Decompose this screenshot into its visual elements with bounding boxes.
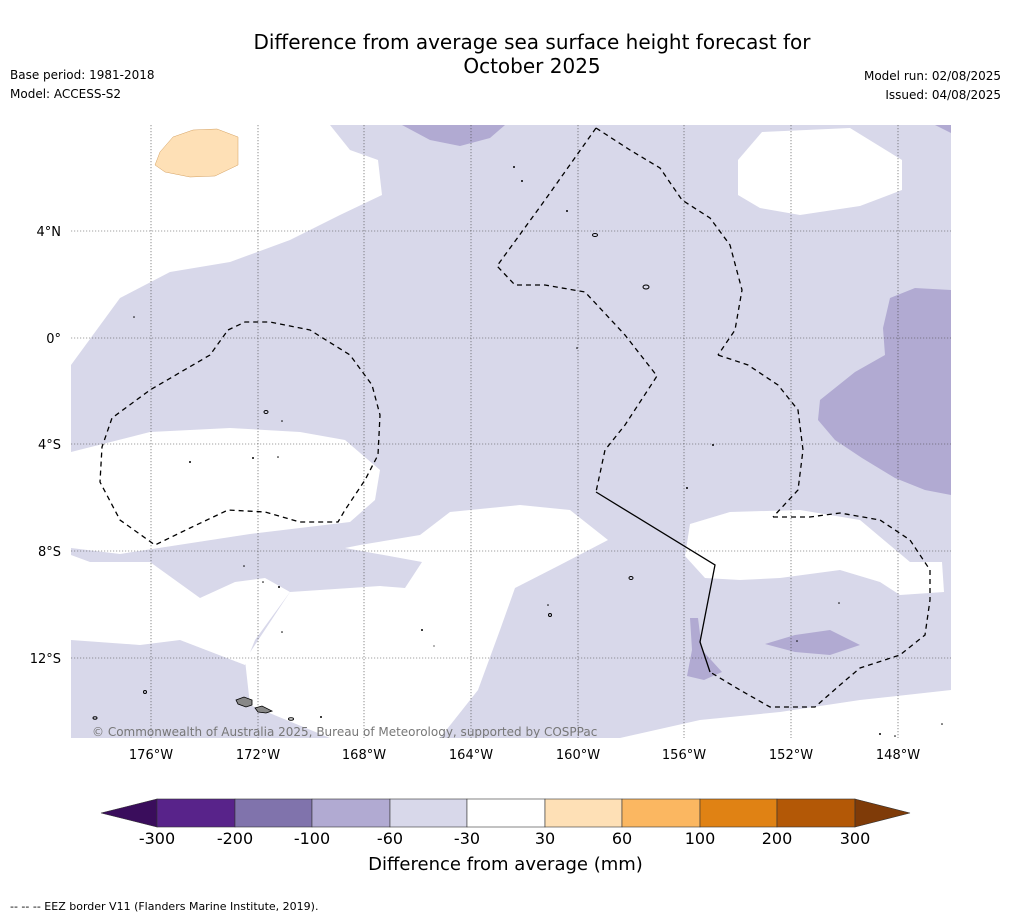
colorbar-label: Difference from average (mm) bbox=[368, 854, 643, 875]
anomaly-region-positive-nw bbox=[154, 128, 239, 178]
colorbar-tick: -200 bbox=[216, 829, 254, 848]
near-average-region-sw bbox=[71, 555, 290, 665]
colorbar-segment bbox=[621, 798, 701, 828]
meta-left: Base period: 1981-2018 Model: ACCESS-S2 bbox=[10, 66, 155, 104]
map-gridlines bbox=[71, 125, 951, 738]
lon-label: 172°W bbox=[236, 748, 280, 763]
island bbox=[548, 613, 552, 617]
lon-label: 148°W bbox=[876, 748, 920, 763]
longitude-labels: 176°W 172°W 168°W 164°W 160°W 156°W 152°… bbox=[129, 748, 920, 763]
colorbar-tick: -100 bbox=[293, 829, 331, 848]
lon-label: 168°W bbox=[342, 748, 386, 763]
colorbar-segment bbox=[156, 798, 236, 828]
title-line-2: October 2025 bbox=[463, 54, 601, 78]
colorbar-extend-high bbox=[854, 798, 911, 828]
colorbar-segment bbox=[776, 798, 856, 828]
colorbar-segment bbox=[699, 798, 778, 828]
lat-label: 12°S bbox=[30, 652, 61, 667]
anomaly-region-medium-north bbox=[402, 125, 505, 146]
issued-date: Issued: 04/08/2025 bbox=[885, 88, 1001, 102]
tiny-islands bbox=[133, 166, 943, 737]
colorbar-segment bbox=[544, 798, 623, 828]
island bbox=[592, 233, 598, 237]
colorbar-tick: -60 bbox=[376, 829, 404, 848]
latitude-labels: 4°N 0° 4°S 8°S 12°S bbox=[30, 225, 61, 667]
near-average-region-ne bbox=[738, 128, 902, 215]
island bbox=[288, 717, 294, 721]
colorbar-segment bbox=[311, 798, 391, 828]
island bbox=[92, 716, 98, 720]
near-average-region-south bbox=[620, 690, 951, 738]
island bbox=[628, 576, 634, 580]
island bbox=[263, 410, 269, 414]
colorbar-tick: 300 bbox=[839, 829, 871, 848]
model-name: Model: ACCESS-S2 bbox=[10, 87, 122, 101]
colorbar-segment bbox=[466, 798, 546, 828]
lat-label: 4°S bbox=[38, 438, 61, 453]
eez-border-tokelau bbox=[99, 321, 381, 546]
anomaly-region-medium-south bbox=[687, 618, 722, 680]
island bbox=[642, 284, 650, 290]
colorbar-tick: 30 bbox=[534, 829, 556, 848]
lon-label: 176°W bbox=[129, 748, 173, 763]
colorbar-tick: 60 bbox=[611, 829, 633, 848]
near-average-region-nw bbox=[71, 125, 382, 365]
near-average-region-se bbox=[685, 510, 944, 595]
colorbar bbox=[100, 798, 911, 828]
title-line-1: Difference from average sea surface heig… bbox=[253, 30, 811, 54]
lon-label: 164°W bbox=[449, 748, 493, 763]
map-title: Difference from average sea surface heig… bbox=[0, 30, 1011, 78]
lat-label: 4°N bbox=[37, 225, 62, 240]
lon-label: 156°W bbox=[662, 748, 706, 763]
anomaly-region-medium-ne-corner bbox=[935, 125, 951, 133]
model-run: Model run: 02/08/2025 bbox=[863, 69, 1001, 83]
anomaly-region-medium-se bbox=[765, 630, 860, 655]
eez-border-east-a bbox=[717, 354, 804, 518]
lon-label: 152°W bbox=[769, 748, 813, 763]
eez-border-kiribati-line bbox=[595, 127, 743, 356]
eez-borders bbox=[99, 127, 931, 708]
map-area: © Commonwealth of Australia 2025, Bureau… bbox=[71, 125, 951, 739]
eez-border-solid bbox=[595, 491, 716, 673]
anomaly-region-medium-east bbox=[818, 288, 951, 495]
samoa-island-upolu bbox=[254, 705, 274, 714]
colorbar-tick: 200 bbox=[761, 829, 793, 848]
colorbar-segment bbox=[234, 798, 313, 828]
colorbar-extend-low bbox=[100, 798, 158, 828]
colorbar-tick: 100 bbox=[684, 829, 716, 848]
island bbox=[143, 690, 147, 694]
lat-label: 8°S bbox=[38, 545, 61, 560]
colorbar-tick: -30 bbox=[453, 829, 481, 848]
colorbar-tick: -300 bbox=[138, 829, 176, 848]
meta-right: Model run: 02/08/2025 Issued: 04/08/2025 bbox=[864, 67, 1001, 105]
eez-border-cook-islands bbox=[709, 512, 931, 708]
eez-legend-note: -- -- -- EEZ border V11 (Flanders Marine… bbox=[10, 900, 319, 913]
samoa-island-savaii bbox=[235, 696, 253, 708]
islands bbox=[92, 233, 650, 721]
base-period: Base period: 1981-2018 bbox=[10, 68, 155, 82]
colorbar-segment bbox=[389, 798, 468, 828]
near-average-region-central bbox=[245, 505, 608, 738]
lat-label: 0° bbox=[46, 332, 61, 347]
lon-label: 160°W bbox=[556, 748, 600, 763]
copyright-text: © Commonwealth of Australia 2025, Bureau… bbox=[92, 725, 597, 739]
